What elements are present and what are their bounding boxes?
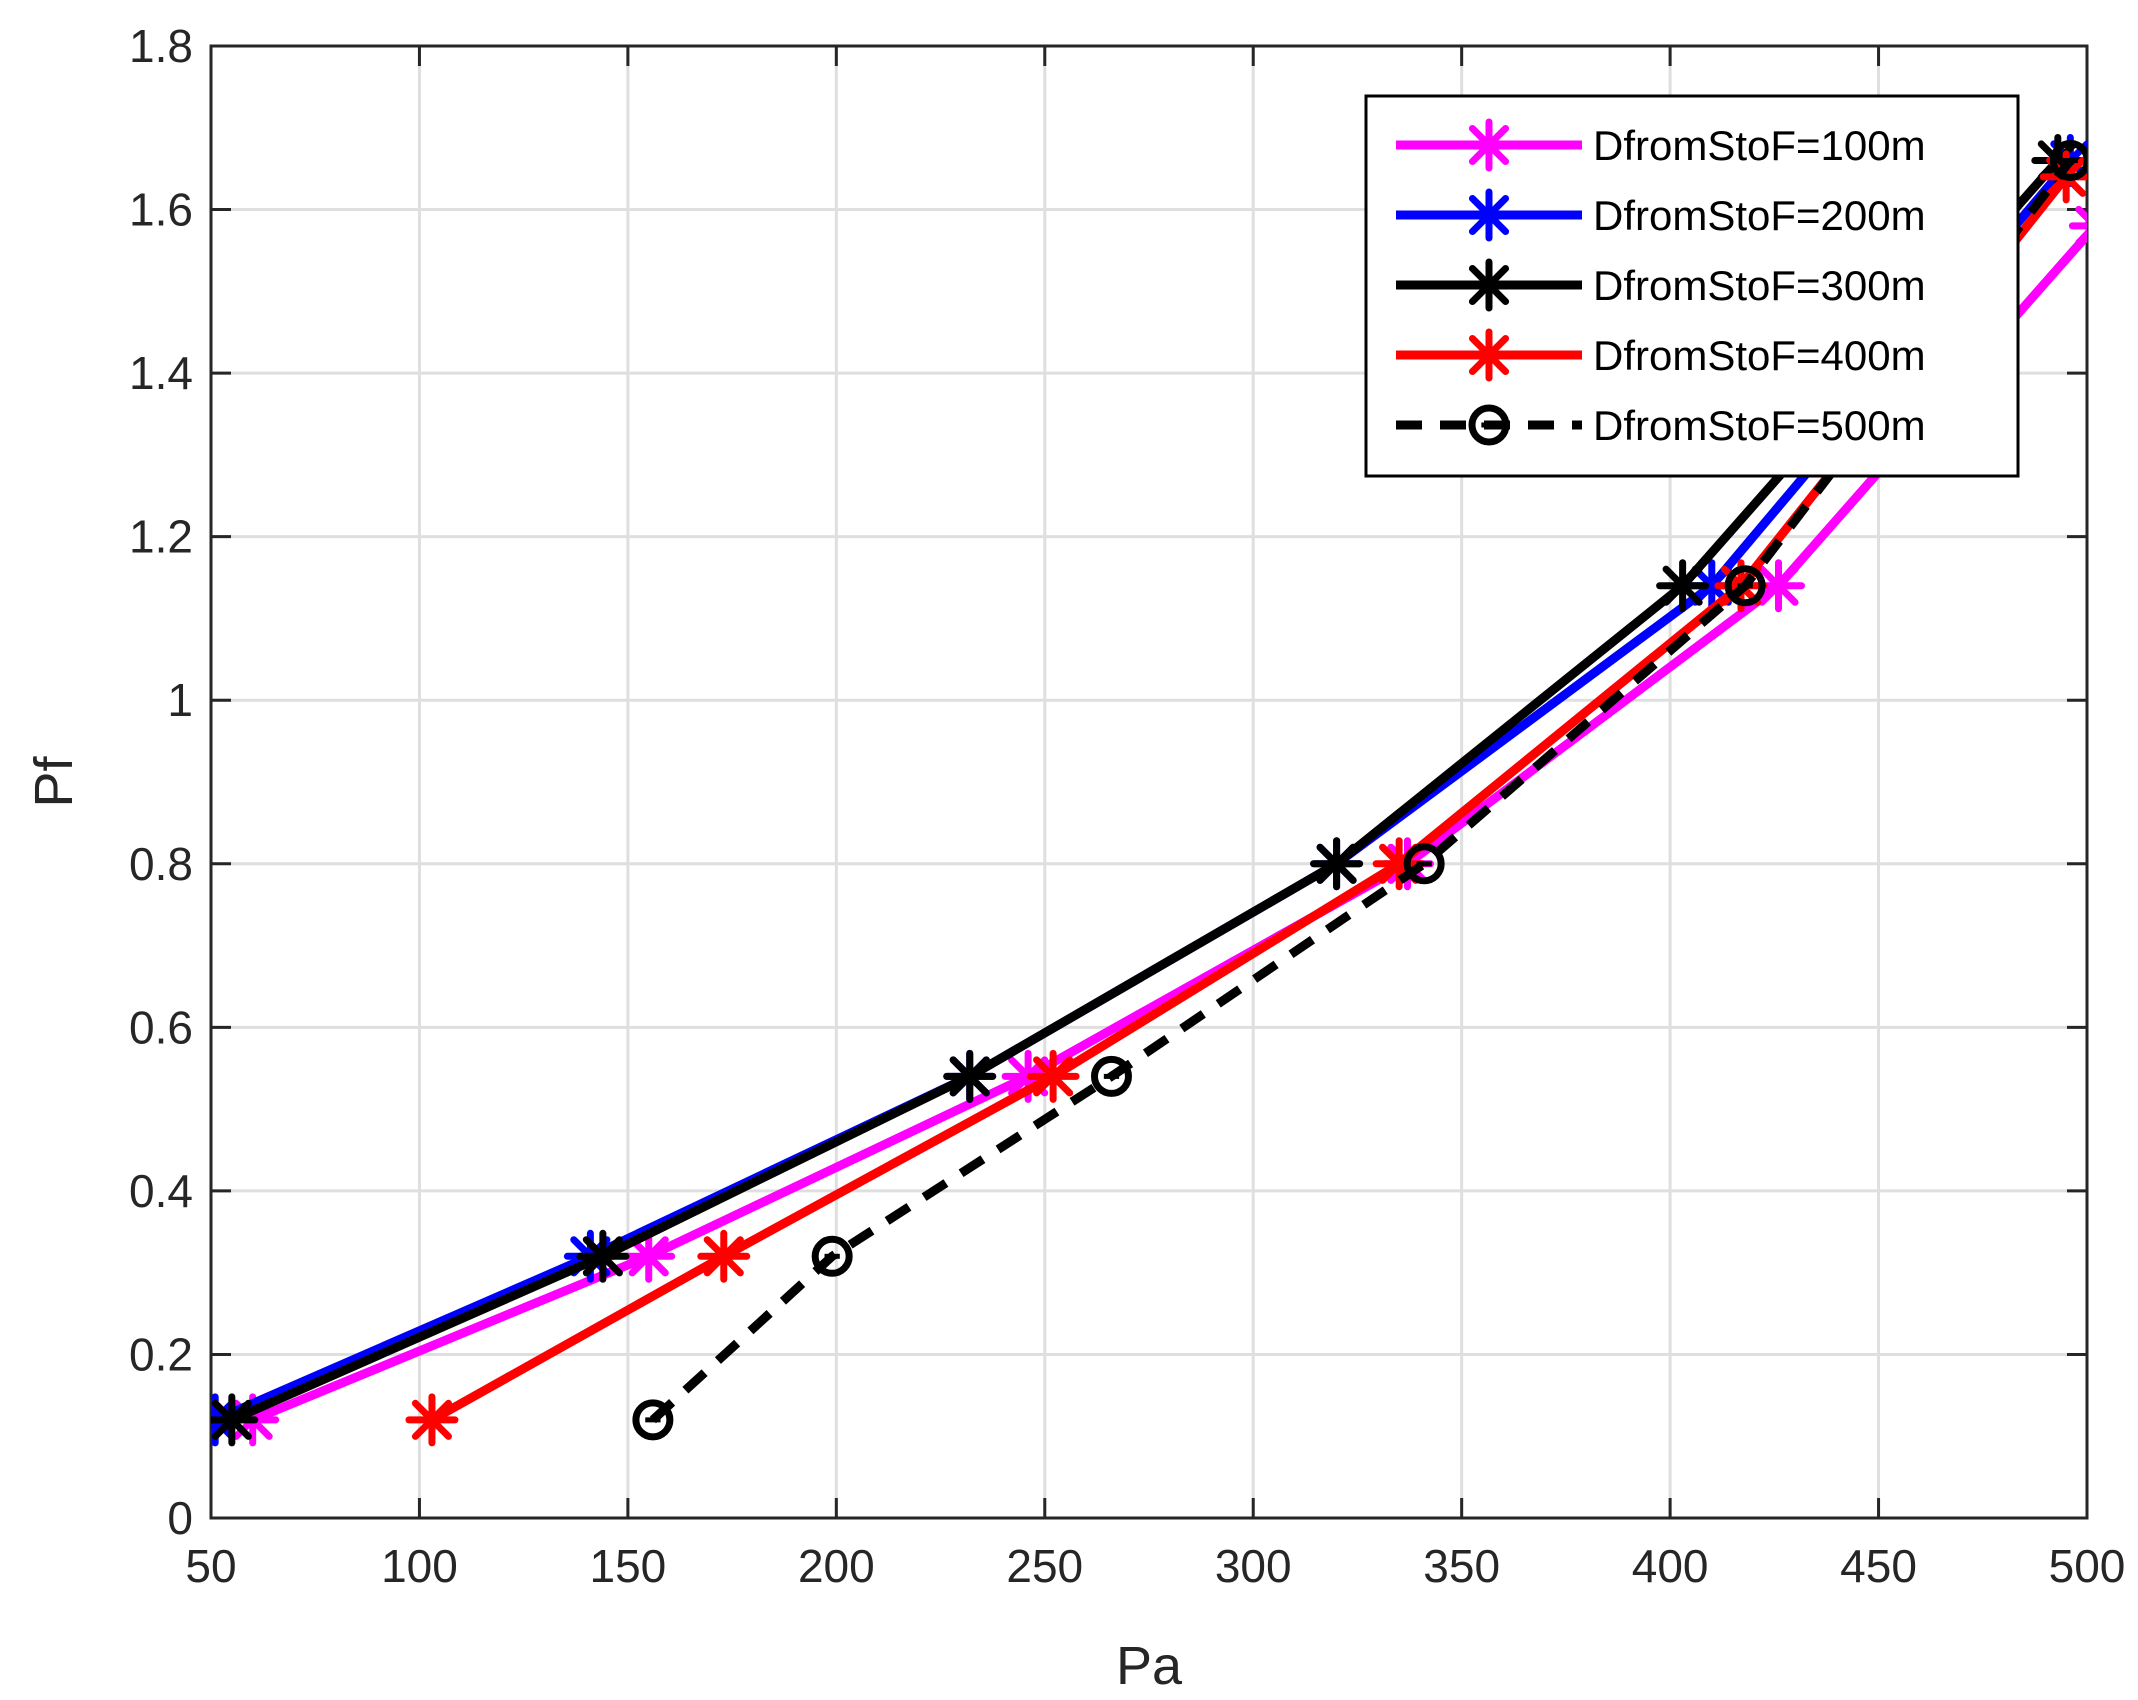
data-point (943, 1049, 997, 1103)
data-point (811, 1235, 853, 1277)
data-point (697, 1229, 751, 1283)
marker-stroke (1468, 264, 1510, 306)
marker-stroke (1468, 124, 1510, 166)
y-tick-label: 1.2 (129, 511, 193, 563)
data-point (1310, 837, 1364, 891)
marker-stroke (628, 1236, 669, 1277)
series-line (230, 157, 2062, 1424)
legend-entry-5: DfromStoF=500m (1396, 402, 1926, 449)
series-layer (211, 133, 2087, 1447)
x-tick-label: 200 (798, 1540, 875, 1592)
marker-ring (2049, 139, 2087, 181)
marker-stroke (582, 1236, 623, 1277)
y-tick-label: 0.4 (129, 1165, 193, 1217)
x-tick-label: 500 (2049, 1540, 2126, 1592)
marker-stroke (703, 1236, 744, 1277)
marker-ring (811, 1235, 853, 1277)
marker-stroke (1033, 1056, 1074, 1097)
marker-stroke (2075, 229, 2087, 246)
series-5 (632, 139, 2087, 1441)
x-tick-label: 400 (1632, 1540, 1709, 1592)
legend-entry-4: DfromStoF=400m (1396, 328, 1926, 382)
data-point (1090, 1055, 1132, 1097)
marker-stroke (949, 1056, 990, 1097)
marker-ring (1724, 565, 1766, 607)
x-tick-label: 450 (1840, 1540, 1917, 1592)
y-tick-label: 0 (167, 1492, 193, 1544)
legend-label: DfromStoF=400m (1593, 332, 1926, 379)
legend-entry-2: DfromStoF=200m (1396, 188, 1926, 242)
data-point (632, 1399, 674, 1441)
data-point (622, 1229, 676, 1283)
legend-label: DfromStoF=100m (1593, 122, 1926, 169)
y-tick-label: 1.8 (129, 20, 193, 72)
data-point (1724, 565, 1766, 607)
x-tick-label: 100 (381, 1540, 458, 1592)
marker-stroke (211, 1399, 252, 1440)
data-point (576, 1229, 630, 1283)
marker-stroke (1316, 843, 1357, 884)
data-point (1026, 1049, 1080, 1103)
x-axis-label: Pa (1116, 1636, 1183, 1696)
y-tick-label: 1.6 (129, 184, 193, 236)
legend-marker (1462, 328, 1516, 382)
y-axis-label: Pf (24, 755, 84, 807)
marker-stroke (411, 1399, 453, 1440)
marker-ring (632, 1399, 674, 1441)
marker-ring (1403, 843, 1445, 885)
legend-marker (1462, 118, 1516, 172)
series-line (649, 157, 2074, 1424)
marker-stroke (1662, 565, 1703, 606)
x-tick-label: 350 (1423, 1540, 1500, 1592)
data-point (2068, 205, 2087, 246)
legend-marker (1468, 404, 1510, 446)
data-point (1752, 559, 1806, 613)
x-tick-label: 300 (1215, 1540, 1292, 1592)
legend-label: DfromStoF=300m (1593, 262, 1926, 309)
marker-stroke (1468, 194, 1510, 236)
legend-label: DfromStoF=200m (1593, 192, 1926, 239)
x-tick-label: 50 (185, 1540, 236, 1592)
y-tick-label: 0.6 (129, 1001, 193, 1053)
y-tick-label: 1.4 (129, 347, 193, 399)
marker-ring (1090, 1055, 1132, 1097)
data-point (211, 1393, 259, 1447)
x-tick-label: 250 (1006, 1540, 1083, 1592)
legend: DfromStoF=100m DfromStoF=200m DfromStoF=30… (1364, 94, 2020, 478)
marker-stroke (2075, 205, 2087, 223)
x-tick-label: 150 (590, 1540, 667, 1592)
legend-marker (1462, 258, 1516, 312)
series-3 (211, 133, 2085, 1447)
data-point (2049, 139, 2087, 181)
legend-marker (1462, 188, 1516, 242)
legend-entry-1: DfromStoF=100m (1396, 118, 1926, 172)
y-tick-label: 0.8 (129, 838, 193, 890)
plot-area-frame (209, 44, 2089, 1520)
data-point (1403, 843, 1445, 885)
axis-ticks: 50 100 150 200 250 300 350 400 450 500 0 0.2 0.4 0.6 0… (129, 20, 2125, 1592)
y-tick-label: 0.2 (129, 1328, 193, 1380)
marker-stroke (1468, 334, 1510, 376)
data-point (405, 1393, 459, 1447)
marker-stroke (1758, 565, 1799, 606)
marker-stroke (2037, 140, 2078, 181)
y-tick-label: 1 (167, 674, 193, 726)
data-point (1656, 559, 1710, 613)
marker-ring (1468, 404, 1510, 446)
legend-entry-3: DfromStoF=300m (1396, 258, 1926, 312)
marker-stroke (1691, 565, 1732, 606)
legend-label: DfromStoF=500m (1593, 402, 1926, 449)
